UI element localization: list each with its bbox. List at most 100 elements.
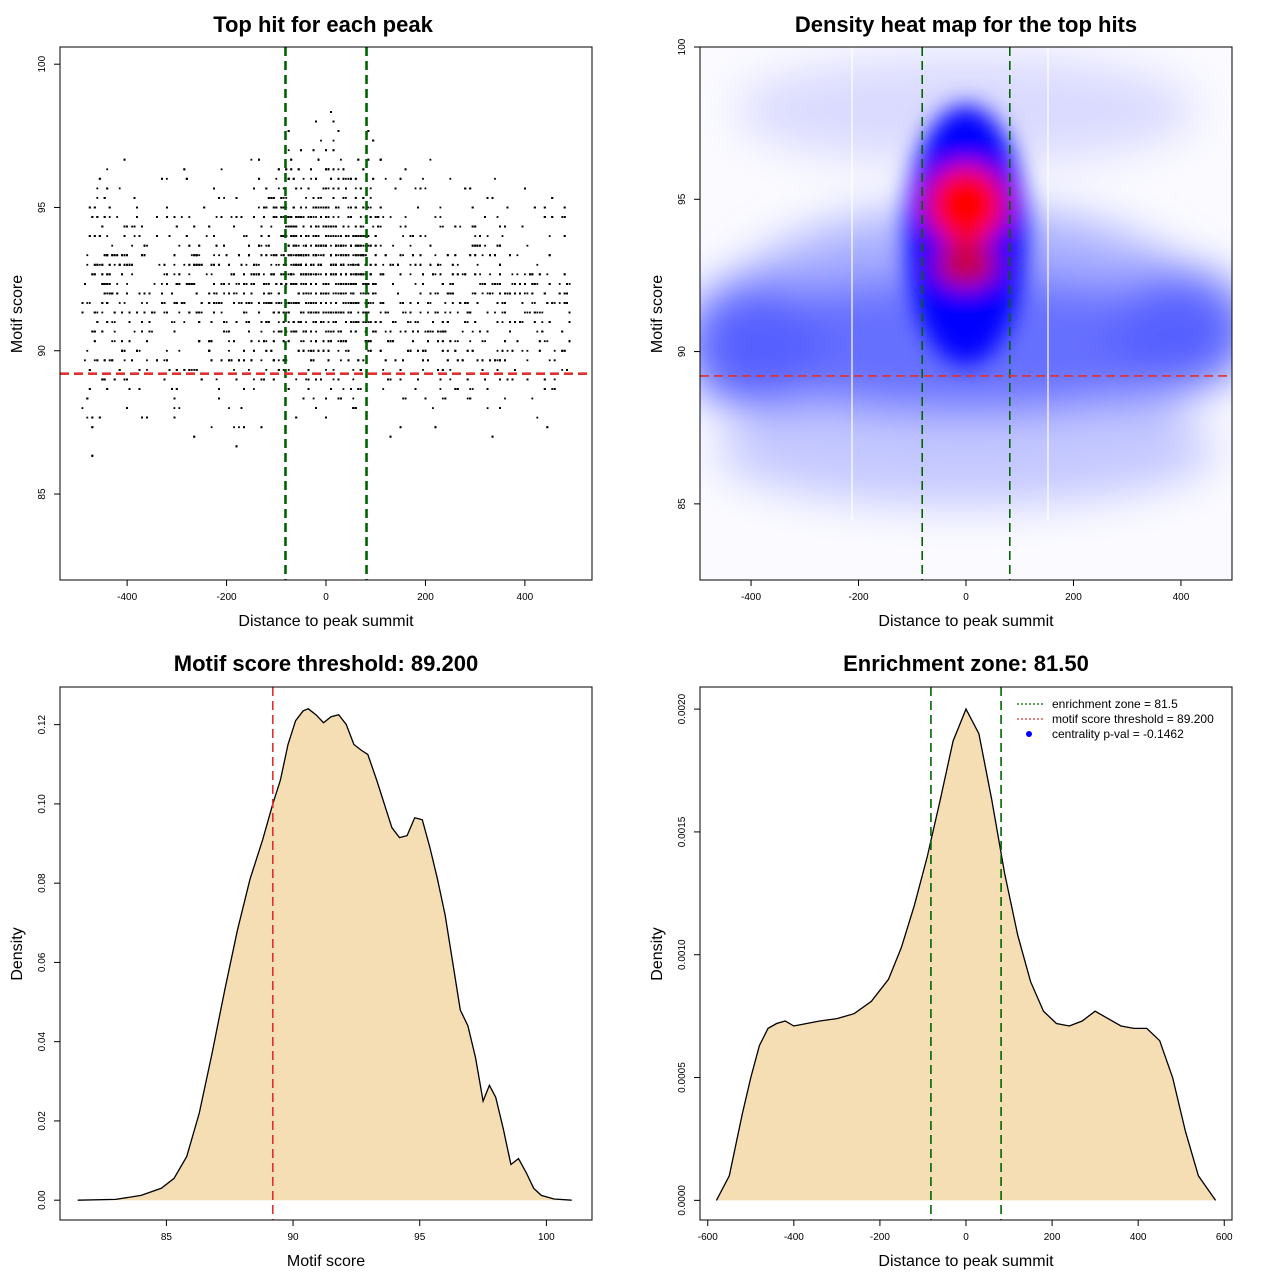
- scatter-point: [243, 292, 245, 295]
- scatter-point: [521, 349, 524, 352]
- scatter-point: [91, 216, 94, 218]
- scatter-point: [106, 168, 109, 171]
- scatter-point: [342, 197, 345, 199]
- scatter-point: [166, 359, 168, 362]
- scatter-point: [335, 206, 337, 209]
- scatter-point: [417, 321, 419, 323]
- scatter-point: [253, 273, 255, 276]
- scatter-point: [166, 177, 168, 180]
- scatter-point: [325, 311, 327, 314]
- scatter-point: [325, 273, 327, 276]
- scatter-point: [514, 292, 516, 295]
- scatter-point: [354, 225, 357, 228]
- scatter-point: [486, 197, 489, 199]
- scatter-point: [325, 216, 327, 218]
- scatter-point: [382, 216, 385, 218]
- scatter-point: [218, 197, 220, 199]
- scatter-point: [538, 340, 541, 343]
- scatter-point: [414, 283, 417, 285]
- scatter-title: Top hit for each peak: [213, 12, 433, 37]
- scatter-point: [141, 330, 143, 333]
- scatter-point: [106, 283, 109, 285]
- scatter-point: [362, 292, 365, 295]
- scatter-point: [327, 216, 330, 218]
- scatter-point: [345, 340, 347, 343]
- scatter-point: [143, 292, 146, 295]
- scatter-point: [230, 216, 233, 218]
- scatter-point: [437, 311, 439, 314]
- scatter-point: [422, 359, 424, 362]
- scatter-point: [374, 216, 377, 218]
- scatter-point: [354, 273, 357, 276]
- scatter-point: [389, 340, 392, 343]
- scatter-point: [292, 254, 295, 257]
- scatter-point: [399, 273, 402, 276]
- scatter-point: [325, 206, 327, 209]
- scatter-point: [548, 235, 551, 237]
- scatter-point: [113, 263, 116, 266]
- scatter-point: [300, 216, 302, 218]
- scatter-point: [427, 330, 429, 333]
- scatter-point: [258, 206, 260, 209]
- scatter-point: [446, 359, 449, 362]
- scatter-point: [563, 292, 566, 295]
- scatter-point: [88, 235, 91, 237]
- scatter-point: [128, 263, 131, 266]
- scatter-point: [372, 225, 375, 228]
- scatter-point: [96, 321, 99, 323]
- scatter-point: [322, 321, 325, 323]
- scatter-point: [524, 311, 526, 314]
- scatter-point: [422, 273, 424, 276]
- scatter-point: [491, 435, 494, 438]
- scatter-point: [568, 311, 571, 314]
- scatter-point: [479, 235, 481, 237]
- scatter-point: [253, 216, 255, 218]
- scatter-point: [282, 206, 285, 209]
- scatter-point: [121, 254, 123, 257]
- scatter-point: [108, 216, 111, 218]
- scatter-point: [404, 397, 407, 400]
- scatter-point: [394, 187, 397, 190]
- scatter-point: [332, 235, 335, 237]
- scatter-point: [471, 292, 474, 295]
- scatter-point: [297, 244, 300, 247]
- scatter-point: [364, 311, 367, 314]
- scatter-point: [123, 378, 126, 381]
- scatter-point: [476, 359, 479, 362]
- scatter-point: [352, 263, 355, 266]
- scatter-point: [427, 359, 429, 362]
- scatter-point: [208, 340, 211, 343]
- scatter-point: [347, 235, 350, 237]
- scatter-point: [424, 349, 427, 352]
- scatter-point: [126, 225, 128, 228]
- scatter-point: [267, 321, 270, 323]
- scatter-point: [307, 388, 310, 390]
- scatter-point: [496, 369, 499, 371]
- scatter-point: [173, 416, 176, 419]
- scatter-point: [250, 158, 253, 161]
- scatter-point: [511, 378, 514, 381]
- scatter-point: [210, 359, 213, 362]
- scatter-point: [310, 349, 312, 352]
- scatter-point: [466, 321, 469, 323]
- scatter-point: [362, 225, 365, 228]
- scatter-point: [317, 273, 320, 276]
- scatter-point: [496, 216, 499, 218]
- scatter-point: [474, 235, 477, 237]
- scatter-point: [469, 254, 472, 257]
- scatter-point: [200, 302, 203, 304]
- scatter-point: [434, 216, 437, 218]
- scatter-point: [310, 168, 312, 171]
- scatter-point: [437, 340, 439, 343]
- scatter-point: [533, 302, 536, 304]
- scatter-point: [106, 235, 109, 237]
- scatter-point: [315, 206, 317, 209]
- scatter-point: [322, 225, 325, 228]
- scatter-point: [215, 378, 218, 381]
- scatter-point: [106, 302, 109, 304]
- scatter-point: [300, 321, 302, 323]
- scatter-point: [563, 273, 566, 276]
- scatter-point: [504, 340, 506, 343]
- scatter-point: [158, 263, 161, 266]
- scatter-point: [108, 283, 111, 285]
